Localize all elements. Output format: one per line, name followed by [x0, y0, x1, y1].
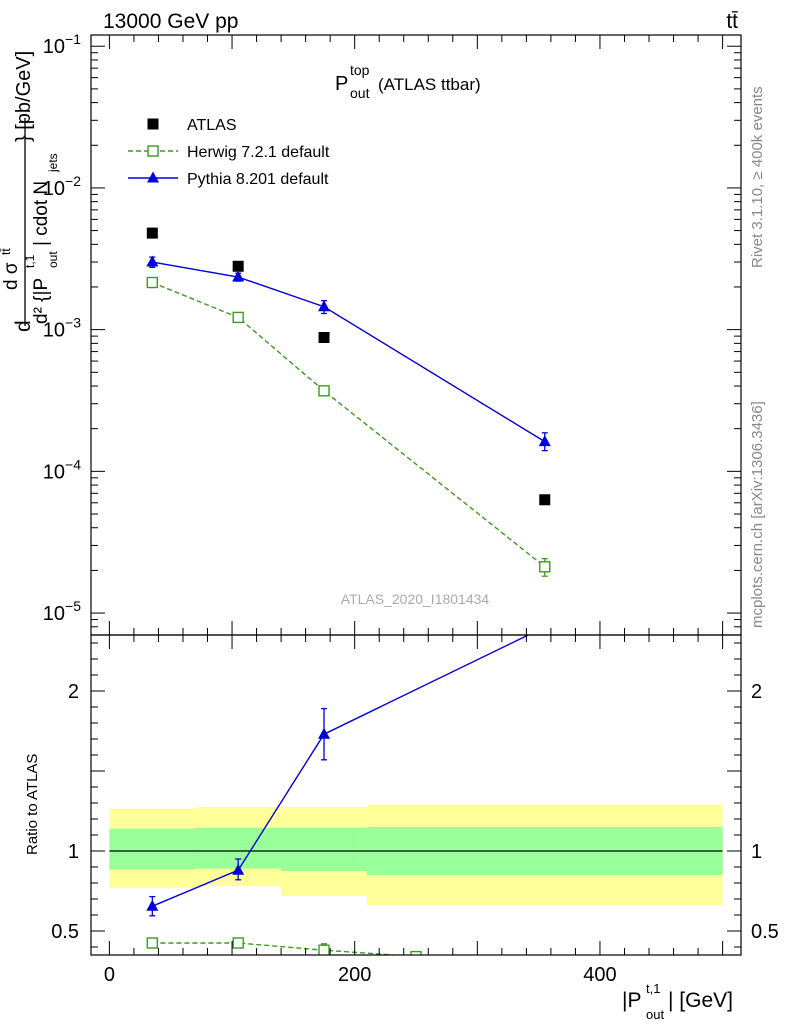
ratio-uncertainty-bands: [109, 804, 723, 906]
main-y-axis-label: d d σ tt̄ d² {|P t,1 out | cdot N jets }…: [0, 51, 60, 332]
main-series-2-point: [318, 300, 331, 312]
ratio-series-1-point: [318, 727, 331, 739]
main-y-tick-label: 10−5: [43, 598, 81, 625]
title-suffix: (ATLAS ttbar): [378, 75, 481, 94]
main-ylabel-denominator-sub2: jets: [46, 153, 60, 173]
ratio-series-1-line: [152, 635, 530, 907]
ratio-series-0-line: [152, 942, 404, 955]
xlabel-main: |P: [622, 989, 641, 1012]
ratio-y-tick-label: 0.5: [51, 921, 79, 943]
x-tick-label: 400: [583, 964, 616, 986]
legend-marker-1: [147, 145, 159, 157]
main-series-1-point: [232, 311, 244, 324]
legend: ATLAS Herwig 7.2.1 default Pythia 8.201 de…: [128, 117, 330, 188]
main-series-2-point: [232, 270, 245, 282]
x-axis-label: |P t,1 out | [GeV]: [622, 981, 733, 1022]
ratio-y-tick-label: 2: [68, 681, 79, 703]
main-series-2-point: [538, 435, 551, 447]
main-ylabel-denominator-sub: out: [46, 251, 60, 268]
main-series-1-line: [152, 281, 546, 568]
legend-marker-2: [147, 171, 159, 183]
main-ylabel-denominator: d² {|P: [31, 278, 52, 324]
main-y-tick-label: 10−2: [43, 173, 81, 200]
ratio-panel-data: [146, 621, 551, 955]
main-ylabel-denominator-rest: | cdot N: [31, 181, 52, 246]
xlabel-sub: out: [646, 1007, 664, 1022]
ratio-y-tick-label-right: 0.5: [751, 921, 779, 943]
main-series-0-point: [539, 494, 551, 506]
mcplots-label: mcplots.cern.ch [arXiv:1306.3436]: [749, 401, 766, 628]
chart-title: P top out (ATLAS ttbar): [335, 62, 481, 101]
ratio-series-0-point: [146, 937, 159, 949]
main-panel-data: [146, 227, 551, 577]
x-tick-label: 0: [104, 964, 115, 986]
main-y-tick-label: 10−4: [43, 456, 81, 483]
ratio-series-1-point: [232, 863, 245, 875]
legend-label-2: Pythia 8.201 default: [187, 171, 329, 188]
main-ylabel-units: } [pb/GeV]: [13, 51, 35, 142]
legend-label-1: Herwig 7.2.1 default: [187, 144, 330, 161]
main-series-0-point: [146, 227, 158, 239]
main-series-2-line: [152, 261, 546, 443]
x-tick-label: 200: [338, 964, 371, 986]
ratio-ylabel: Ratio to ATLAS: [24, 754, 41, 855]
ratio-series-0-point: [232, 937, 244, 949]
main-series-1-point: [146, 276, 159, 289]
band-inner: [109, 828, 196, 870]
legend-marker-0: [147, 118, 159, 130]
rivet-label: Rivet 3.1.10, ≥ 400k events: [749, 86, 766, 268]
energy-label: 13000 GeV pp: [103, 10, 238, 33]
ratio-series-1-point: [539, 621, 551, 632]
main-ylabel-numerator-sup: tt̄: [0, 248, 13, 255]
title-sup: top: [350, 62, 370, 78]
legend-label-0: ATLAS: [187, 117, 237, 134]
main-series-0-point: [318, 332, 330, 344]
xlabel-suffix: | [GeV]: [668, 989, 733, 1012]
axes: 10−5 10−4 10−3 10−2 10−1 0 200 400 0.5 0.5 1 1 2 2: [43, 31, 779, 986]
main-series-1-point: [539, 561, 551, 573]
main-series-2-point: [146, 255, 159, 267]
main-ylabel-denominator-sup: t,1: [23, 254, 37, 268]
main-series-1-point: [318, 385, 330, 397]
main-ylabel-numerator: d σ: [1, 262, 22, 290]
ratio-series-1-point: [146, 899, 159, 911]
title-main: P: [335, 73, 348, 95]
main-series-0-point: [232, 260, 244, 272]
ratio-y-tick-label-right: 2: [751, 681, 762, 703]
ratio-y-tick-label-right: 1: [751, 841, 762, 863]
ratio-panel-frame: [90, 634, 742, 956]
process-label: tt̄: [726, 10, 738, 33]
main-ylabel-d: d: [12, 320, 35, 332]
band-inner: [281, 827, 367, 871]
ratio-series-0-point: [318, 944, 330, 955]
main-y-tick-label: 10−1: [43, 31, 81, 58]
ratio-y-tick-label: 1: [68, 841, 79, 863]
main-y-tick-label: 10−3: [43, 315, 81, 342]
title-sub: out: [350, 85, 370, 101]
xlabel-sup: t,1: [646, 981, 660, 996]
ratio-series-0-point: [410, 950, 422, 955]
analysis-id: ATLAS_2020_I1801434: [341, 591, 490, 607]
